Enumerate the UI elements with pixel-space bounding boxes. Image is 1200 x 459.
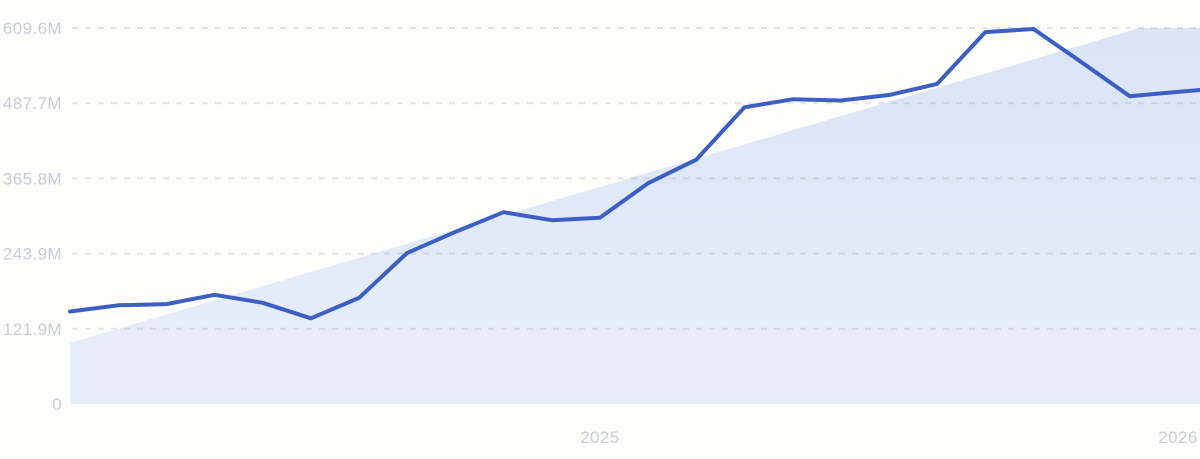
y-axis-tick-label: 487.7M: [3, 94, 62, 113]
data-series-line: [68, 27, 1200, 321]
y-axis-tick-label: 243.9M: [3, 245, 62, 264]
y-axis-tick-label: 365.8M: [3, 169, 62, 188]
x-axis-tick-label: 2025: [580, 428, 619, 447]
trend-area-fill: [70, 28, 1200, 404]
x-axis-tick-label: 2026: [1158, 428, 1197, 447]
y-axis-tick-label: 121.9M: [3, 320, 62, 339]
y-axis-tick-label: 609.6M: [3, 19, 62, 38]
y-axis-tick-label: 0: [52, 395, 62, 414]
